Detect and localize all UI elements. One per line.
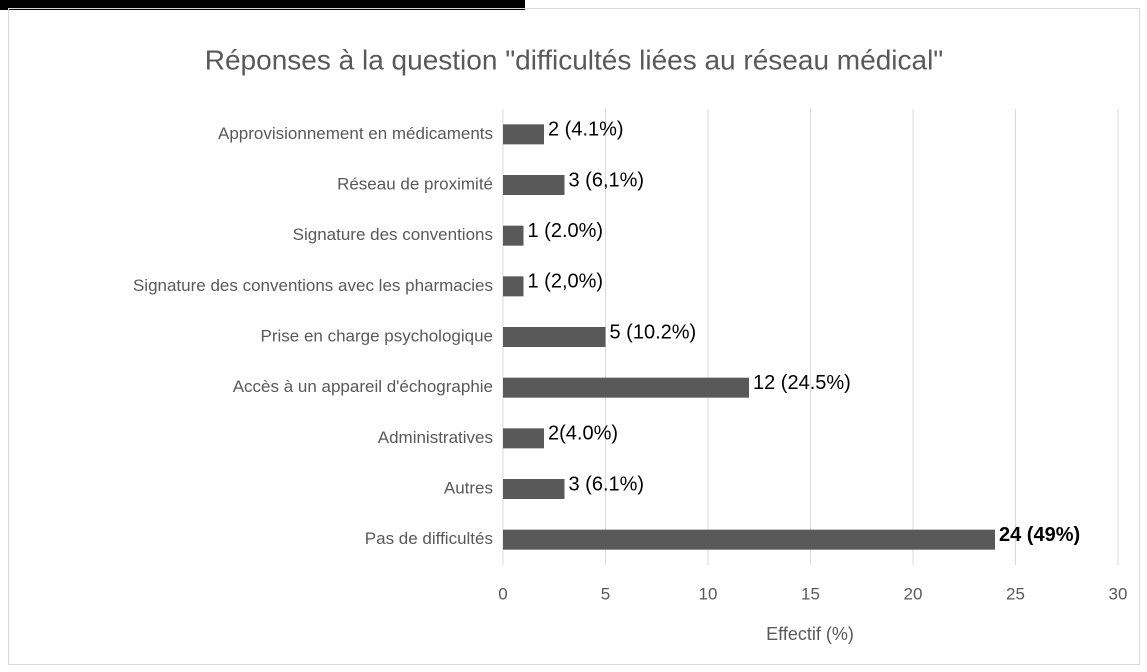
y-tick-label: Prise en charge psychologique — [261, 326, 493, 345]
bar — [503, 428, 544, 449]
x-tick-label: 30 — [1109, 584, 1128, 603]
data-label: 1 (2.0%) — [528, 220, 604, 242]
header-bar — [0, 0, 525, 10]
bar — [503, 276, 524, 297]
y-tick-label: Autres — [444, 478, 493, 497]
x-tick-label: 25 — [1006, 584, 1025, 603]
y-tick-label: Approvisionnement en médicaments — [218, 124, 493, 143]
x-tick-label: 10 — [699, 584, 718, 603]
bar — [503, 377, 749, 398]
bar — [503, 479, 565, 499]
data-label: 3 (6,1%) — [569, 169, 645, 191]
bar — [503, 529, 995, 550]
y-tick-label: Signature des conventions avec les pharm… — [133, 276, 493, 295]
bar — [503, 225, 524, 246]
y-tick-label: Accès à un appareil d'échographie — [233, 377, 493, 396]
y-tick-label: Administratives — [378, 428, 493, 447]
x-axis-label: Effectif (%) — [766, 624, 854, 644]
y-tick-label: Réseau de proximité — [337, 174, 493, 193]
y-tick-label: Signature des conventions — [293, 225, 493, 244]
data-label: 1 (2,0%) — [528, 271, 604, 293]
x-tick-label: 15 — [801, 584, 820, 603]
data-label: 2(4.0%) — [548, 423, 618, 445]
bar — [503, 175, 565, 195]
data-label: 3 (6.1%) — [569, 473, 645, 495]
bar — [503, 327, 606, 347]
data-label: 5 (10.2%) — [610, 321, 697, 343]
data-label: 12 (24.5%) — [753, 372, 851, 394]
x-tick-label: 0 — [498, 584, 507, 603]
y-tick-label: Pas de difficultés — [365, 529, 493, 548]
data-label: 24 (49%) — [999, 524, 1080, 546]
chart-border — [8, 8, 1140, 665]
x-tick-label: 20 — [904, 584, 923, 603]
data-label: 2 (4.1%) — [548, 119, 624, 141]
chart-title: Réponses à la question "difficultés liée… — [205, 44, 943, 75]
x-tick-label: 5 — [601, 584, 610, 603]
bar — [503, 124, 544, 145]
